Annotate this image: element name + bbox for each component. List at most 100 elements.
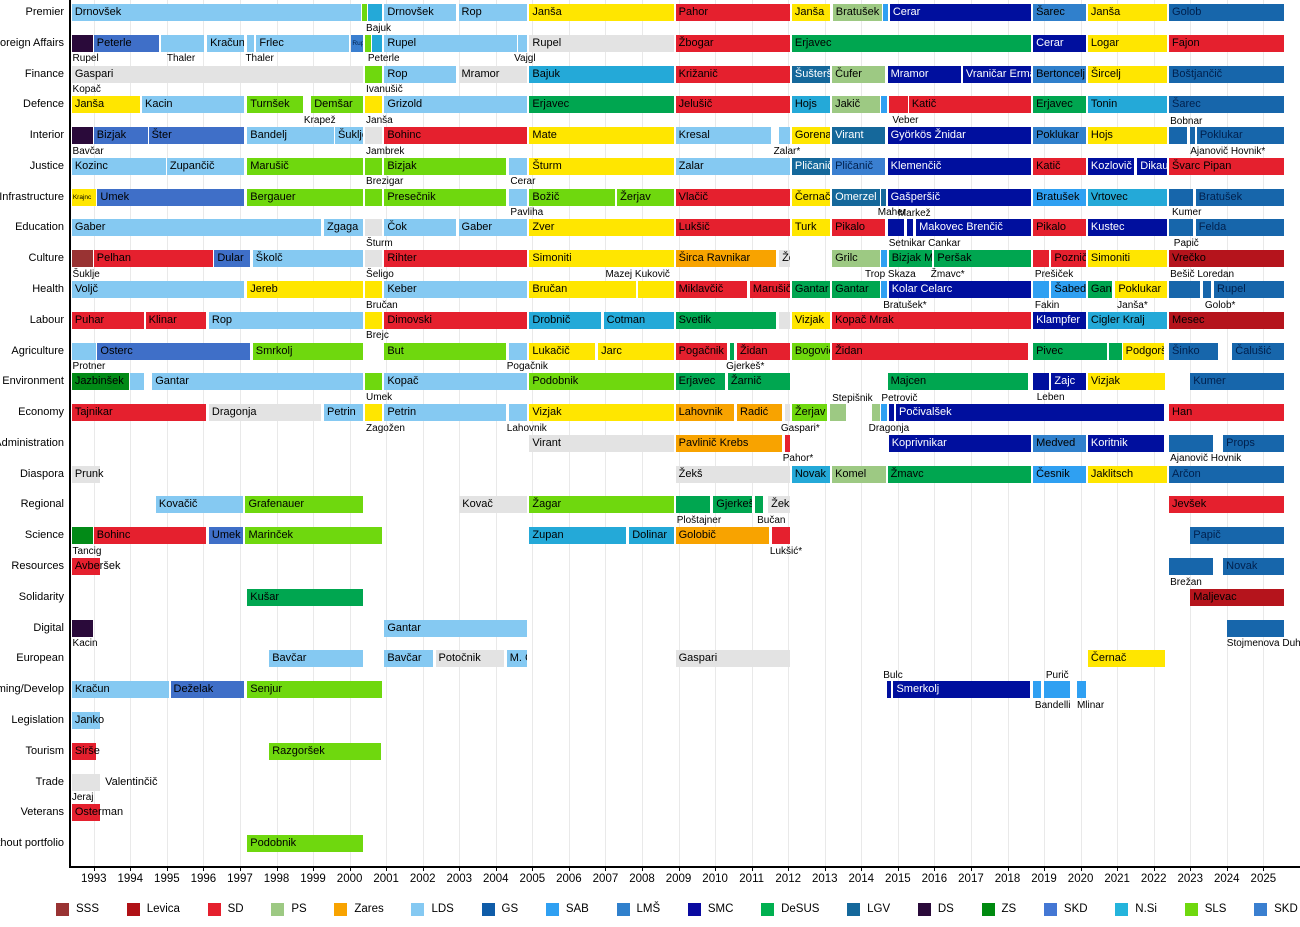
- minister-bar: Kresal: [675, 127, 772, 145]
- gridline: [532, 0, 534, 866]
- legend-item-zares: Zares: [334, 902, 384, 916]
- minister-annotation: Bručan: [366, 299, 398, 311]
- minister-bar: Bavčar: [269, 650, 365, 668]
- row-label-agriculture: Agriculture: [11, 344, 64, 357]
- minister-bar: Bohinc: [384, 127, 528, 145]
- legend-label: Zares: [354, 903, 384, 916]
- minister-bar: [1169, 434, 1214, 452]
- minister-bar: Mramor: [458, 65, 528, 83]
- minister-bar: Komel: [832, 465, 887, 483]
- axis-tick: [934, 865, 936, 871]
- minister-bar: Švarc Pipan: [1169, 157, 1286, 175]
- minister-bar: [755, 496, 765, 514]
- minister-bar: Koritnik: [1087, 434, 1165, 452]
- minister-bar: Krajnc: [71, 188, 98, 206]
- minister-bar: [1076, 681, 1088, 699]
- legend-swatch: [1184, 902, 1198, 916]
- minister-bar: [906, 219, 915, 237]
- legend-label: SLS: [1204, 903, 1227, 916]
- minister-bar: Drnovšek: [71, 4, 363, 21]
- year-label: 2019: [1031, 872, 1057, 885]
- minister-bar: Jereb: [247, 281, 365, 299]
- minister-bar: Gantar: [152, 373, 365, 391]
- legend-swatch: [917, 902, 931, 916]
- minister-bar: Gaspari: [71, 65, 365, 83]
- axis-tick: [824, 865, 826, 871]
- year-label: 1998: [263, 872, 290, 885]
- minister-bar: [784, 404, 792, 422]
- year-label: 2022: [1140, 872, 1167, 885]
- minister-bar: Pikalo: [832, 219, 887, 237]
- minister-bar: Kozinc: [71, 157, 167, 175]
- minister-bar: Simoniti: [1087, 250, 1168, 268]
- minister-bar: Petrin: [384, 404, 507, 422]
- year-label: 1995: [154, 872, 180, 885]
- year-label: 1993: [80, 872, 107, 885]
- minister-bar: Boštjančič: [1169, 65, 1286, 83]
- minister-bar: Smrkolj: [252, 342, 365, 360]
- minister-bar: Školč: [252, 250, 365, 268]
- minister-bar: [71, 250, 94, 268]
- minister-bar: Gjerkeš: [713, 496, 754, 514]
- minister-bar: [771, 527, 792, 545]
- legend-item-sls: SLS: [1184, 902, 1227, 916]
- axis-tick: [239, 865, 241, 871]
- minister-bar: Kopač: [384, 373, 528, 391]
- minister-bar: [1169, 558, 1214, 576]
- legend-item-gs: GS: [481, 902, 518, 916]
- minister-annotation: Pogačnik: [506, 361, 548, 373]
- minister-bar: Bogovič: [791, 342, 832, 360]
- axis-tick: [1080, 865, 1082, 871]
- minister-bar: Podobnik: [247, 835, 365, 853]
- minister-bar: Šircelj: [1087, 65, 1168, 83]
- axis-tick: [1117, 865, 1119, 871]
- minister-bar: Bajuk: [529, 65, 675, 83]
- minister-bar: Kacin: [142, 96, 246, 114]
- minister-annotation: Janša*: [1117, 299, 1148, 311]
- minister-bar: Rop: [384, 65, 458, 83]
- x-axis-line: [69, 865, 1300, 868]
- minister-bar: Drnovšek: [384, 4, 458, 21]
- minister-bar: Deželak: [170, 681, 246, 699]
- legend-swatch: [761, 902, 775, 916]
- minister-bar: [247, 34, 255, 52]
- minister-bar: [508, 157, 528, 175]
- gridline: [1080, 0, 1082, 866]
- minister-annotation: Bajuk: [366, 22, 392, 34]
- legend-label: ZS: [1001, 903, 1017, 916]
- axis-tick: [422, 865, 424, 871]
- axis-tick: [93, 865, 95, 871]
- minister-bar: [364, 65, 384, 83]
- year-label: 2025: [1250, 872, 1277, 885]
- minister-annotation: Krapež: [303, 114, 336, 126]
- row-label-solidarity: Solidarity: [18, 590, 64, 603]
- axis-tick: [642, 865, 643, 871]
- minister-annotation: Brežan: [1170, 576, 1202, 588]
- minister-bar: Šušteršič: [791, 65, 832, 83]
- minister-bar: Kovačič: [155, 496, 244, 514]
- minister-bar: Poznič: [1051, 250, 1088, 268]
- legend: SSS Levica SD PS Zares LDS GS SAB LMŠ SMC DeSUS LGV…: [56, 902, 1298, 916]
- minister-bar: Golobič: [675, 527, 770, 545]
- year-label: 2004: [483, 872, 509, 885]
- minister-bar: Božič: [529, 188, 617, 206]
- minister-bar: Koprivnikar: [888, 434, 1033, 452]
- minister-bar: Žerjav: [617, 188, 675, 206]
- minister-annotation: Pavliha: [510, 207, 544, 219]
- row-label-economy: Economy: [18, 406, 64, 419]
- minister-annotation: Thaler: [166, 53, 196, 65]
- minister-annotation: Žmavc*: [930, 268, 965, 280]
- minister-bar: Grafenauer: [245, 496, 365, 514]
- minister-bar: [779, 127, 792, 145]
- row-label-digital: Digital: [33, 621, 64, 634]
- gridline: [239, 0, 241, 866]
- minister-bar: Voljč: [71, 281, 246, 299]
- gridline: [166, 0, 168, 866]
- gridline: [1044, 0, 1046, 866]
- minister-annotation: Fakin: [1034, 299, 1060, 311]
- minister-bar: [881, 188, 887, 206]
- gridline: [495, 0, 497, 866]
- minister-bar: Simoniti: [529, 250, 675, 268]
- minister-annotation: Ivanušič: [366, 84, 403, 96]
- legend-item-sab: SAB: [545, 902, 589, 916]
